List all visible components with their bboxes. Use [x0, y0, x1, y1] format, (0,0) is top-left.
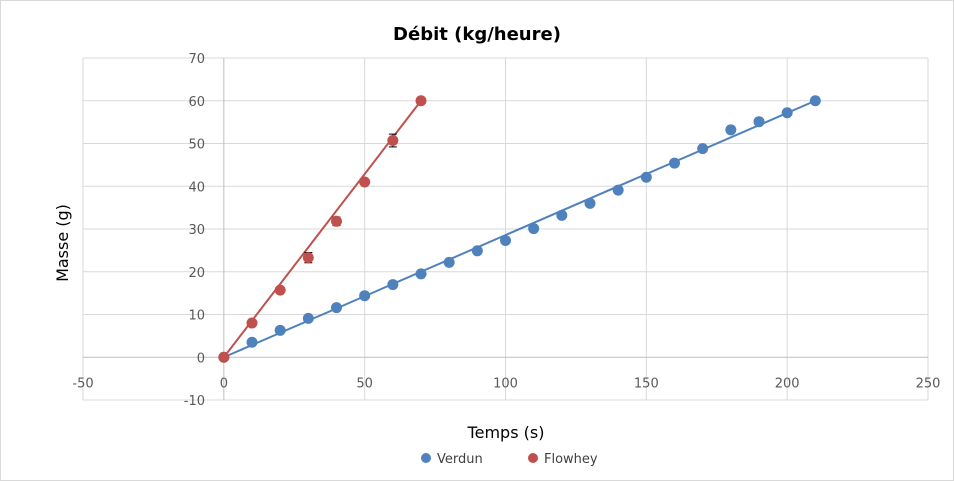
- point-verdun: [669, 157, 680, 169]
- point-verdun: [500, 235, 511, 247]
- legend-label-verdun: Verdun: [437, 452, 483, 467]
- point-verdun: [528, 223, 540, 235]
- x-tick-label: 100: [493, 376, 518, 391]
- y-tick-label: 60: [188, 95, 205, 110]
- y-tick-label: 30: [188, 223, 205, 238]
- y-tick-label: 50: [188, 138, 205, 153]
- point-verdun: [274, 324, 286, 336]
- x-tick-label: -50: [72, 376, 93, 391]
- point-verdun: [640, 171, 652, 183]
- chart-title: Débit (kg/heure): [393, 24, 561, 45]
- point-flowhey: [274, 284, 286, 296]
- y-axis-title: Masse (g): [53, 204, 72, 282]
- legend: Verdun Flowhey: [421, 452, 598, 467]
- point-verdun: [556, 209, 568, 221]
- tick-labels: -10 0 10 20 30 40 50 60 70 -50 0 50 100 150 200 250: [72, 52, 940, 409]
- plot-area: [218, 95, 821, 363]
- point-verdun: [359, 290, 371, 302]
- point-verdun: [781, 107, 793, 119]
- point-verdun: [302, 312, 314, 324]
- point-verdun: [753, 116, 765, 128]
- point-flowhey: [387, 135, 399, 147]
- y-tick-label: -10: [184, 394, 205, 409]
- x-tick-label: 250: [916, 376, 941, 391]
- point-verdun: [331, 302, 342, 314]
- trendline-verdun: [223, 99, 816, 359]
- x-tick-label: 150: [634, 376, 659, 391]
- trendline-flowhey: [223, 100, 422, 358]
- y-tick-label: 20: [188, 266, 205, 281]
- gridlines: [82, 57, 929, 401]
- point-verdun: [471, 245, 483, 257]
- x-tick-label: 50: [356, 376, 373, 391]
- y-tick-label: 40: [188, 180, 205, 195]
- point-flowhey: [359, 176, 371, 188]
- point-flowhey: [415, 95, 427, 107]
- point-flowhey: [246, 317, 258, 329]
- point-verdun: [415, 268, 427, 280]
- point-verdun: [809, 95, 821, 107]
- y-tick-label: 10: [188, 309, 205, 324]
- point-flowhey: [302, 252, 314, 264]
- point-verdun: [697, 143, 709, 155]
- x-tick-label: 0: [220, 376, 228, 391]
- point-verdun: [246, 336, 258, 348]
- point-verdun: [612, 184, 624, 196]
- x-axis-title: Temps (s): [467, 423, 545, 442]
- legend-marker-flowhey: [528, 453, 538, 463]
- x-tick-label: 200: [775, 376, 800, 391]
- point-flowhey: [331, 215, 342, 227]
- point-verdun: [584, 197, 596, 209]
- point-verdun: [387, 279, 399, 291]
- legend-label-flowhey: Flowhey: [544, 452, 598, 467]
- y-tick-label: 0: [197, 351, 205, 366]
- y-tick-label: 70: [188, 52, 205, 67]
- legend-marker-verdun: [421, 453, 431, 463]
- point-verdun: [725, 124, 737, 136]
- point-flowhey: [218, 351, 230, 363]
- point-verdun: [443, 256, 455, 268]
